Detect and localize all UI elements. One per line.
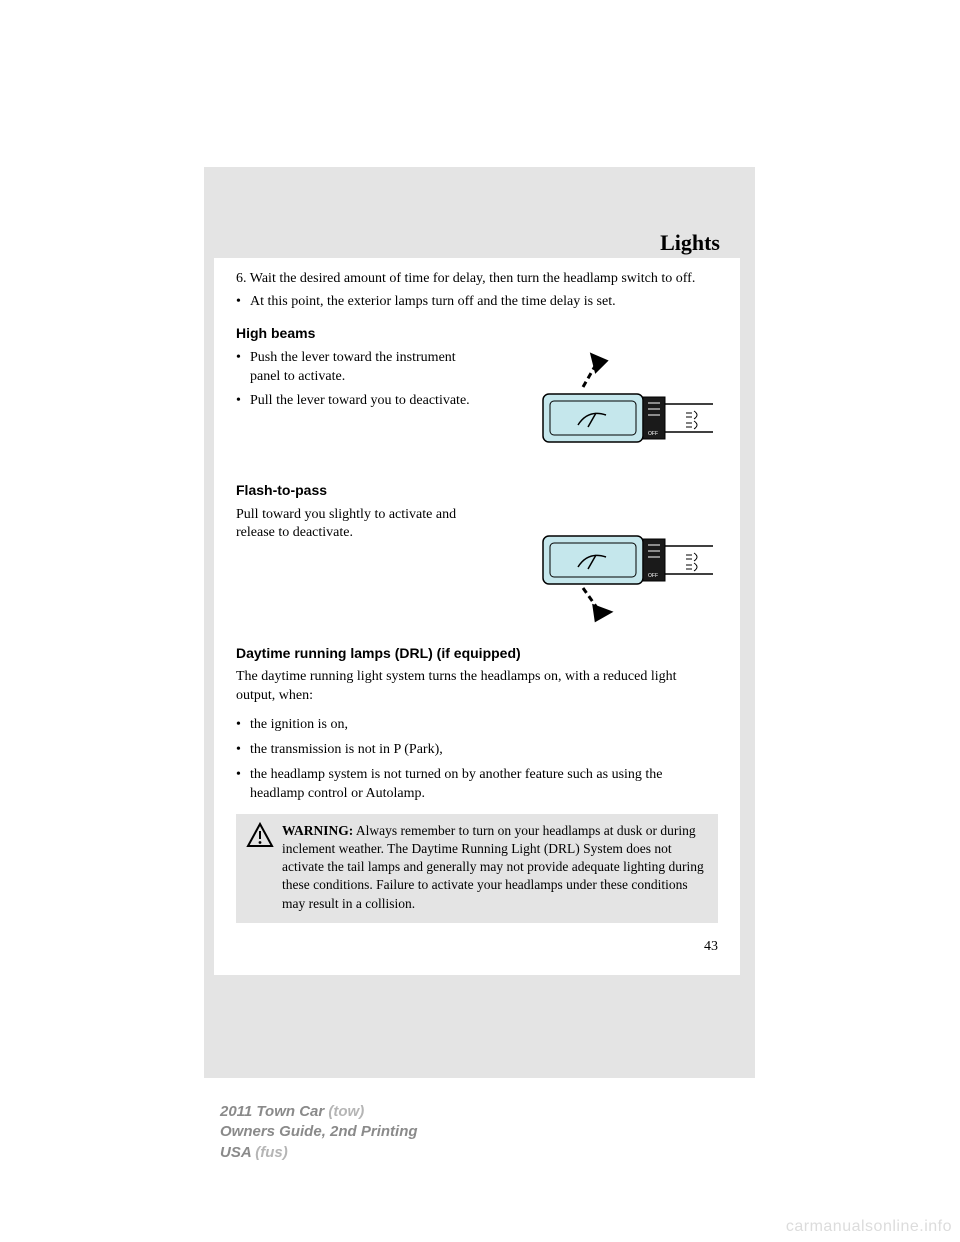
drl-item-1: the ignition is on, [236, 716, 718, 735]
body-content: 6. Wait the desired amount of time for d… [214, 260, 740, 923]
svg-text:OFF: OFF [648, 431, 658, 437]
drl-item-2: the transmission is not in P (Park), [236, 741, 718, 760]
flash-to-pass-figure: OFF [488, 506, 718, 626]
page-content: Lights 6. Wait the desired amount of tim… [214, 258, 740, 975]
footer-model: 2011 Town Car [220, 1103, 328, 1120]
warning-icon [246, 822, 274, 913]
footer-code1: (tow) [328, 1103, 364, 1120]
section-header: Lights [214, 230, 740, 260]
high-beams-item-1: Push the lever toward the instrument pan… [236, 349, 476, 387]
high-beams-heading: High beams [236, 324, 718, 343]
intro-bullet: At this point, the exterior lamps turn o… [236, 293, 718, 312]
svg-text:OFF: OFF [648, 573, 658, 579]
flash-to-pass-text: Pull toward you slightly to activate and… [236, 506, 476, 544]
footer: 2011 Town Car (tow) Owners Guide, 2nd Pr… [220, 1102, 418, 1163]
warning-label: WARNING: [282, 823, 353, 838]
flash-to-pass-heading: Flash-to-pass [236, 481, 718, 500]
footer-code2: (fus) [255, 1144, 288, 1161]
high-beams-item-2: Pull the lever toward you to deactivate. [236, 392, 476, 411]
footer-guide: Owners Guide, 2nd Printing [220, 1122, 418, 1142]
footer-region: USA [220, 1144, 255, 1161]
warning-text: WARNING: Always remember to turn on your… [282, 822, 708, 913]
drl-item-3: the headlamp system is not turned on by … [236, 766, 718, 804]
page-number: 43 [214, 923, 740, 955]
high-beams-figure: OFF [488, 349, 718, 469]
drl-heading: Daytime running lamps (DRL) (if equipped… [236, 644, 718, 663]
warning-box: WARNING: Always remember to turn on your… [236, 814, 718, 923]
step-6-text: 6. Wait the desired amount of time for d… [236, 270, 718, 289]
drl-intro: The daytime running light system turns t… [236, 668, 718, 706]
watermark: carmanualsonline.info [786, 1218, 952, 1236]
